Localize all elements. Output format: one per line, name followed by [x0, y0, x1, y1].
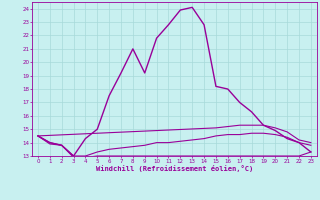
X-axis label: Windchill (Refroidissement éolien,°C): Windchill (Refroidissement éolien,°C) — [96, 165, 253, 172]
